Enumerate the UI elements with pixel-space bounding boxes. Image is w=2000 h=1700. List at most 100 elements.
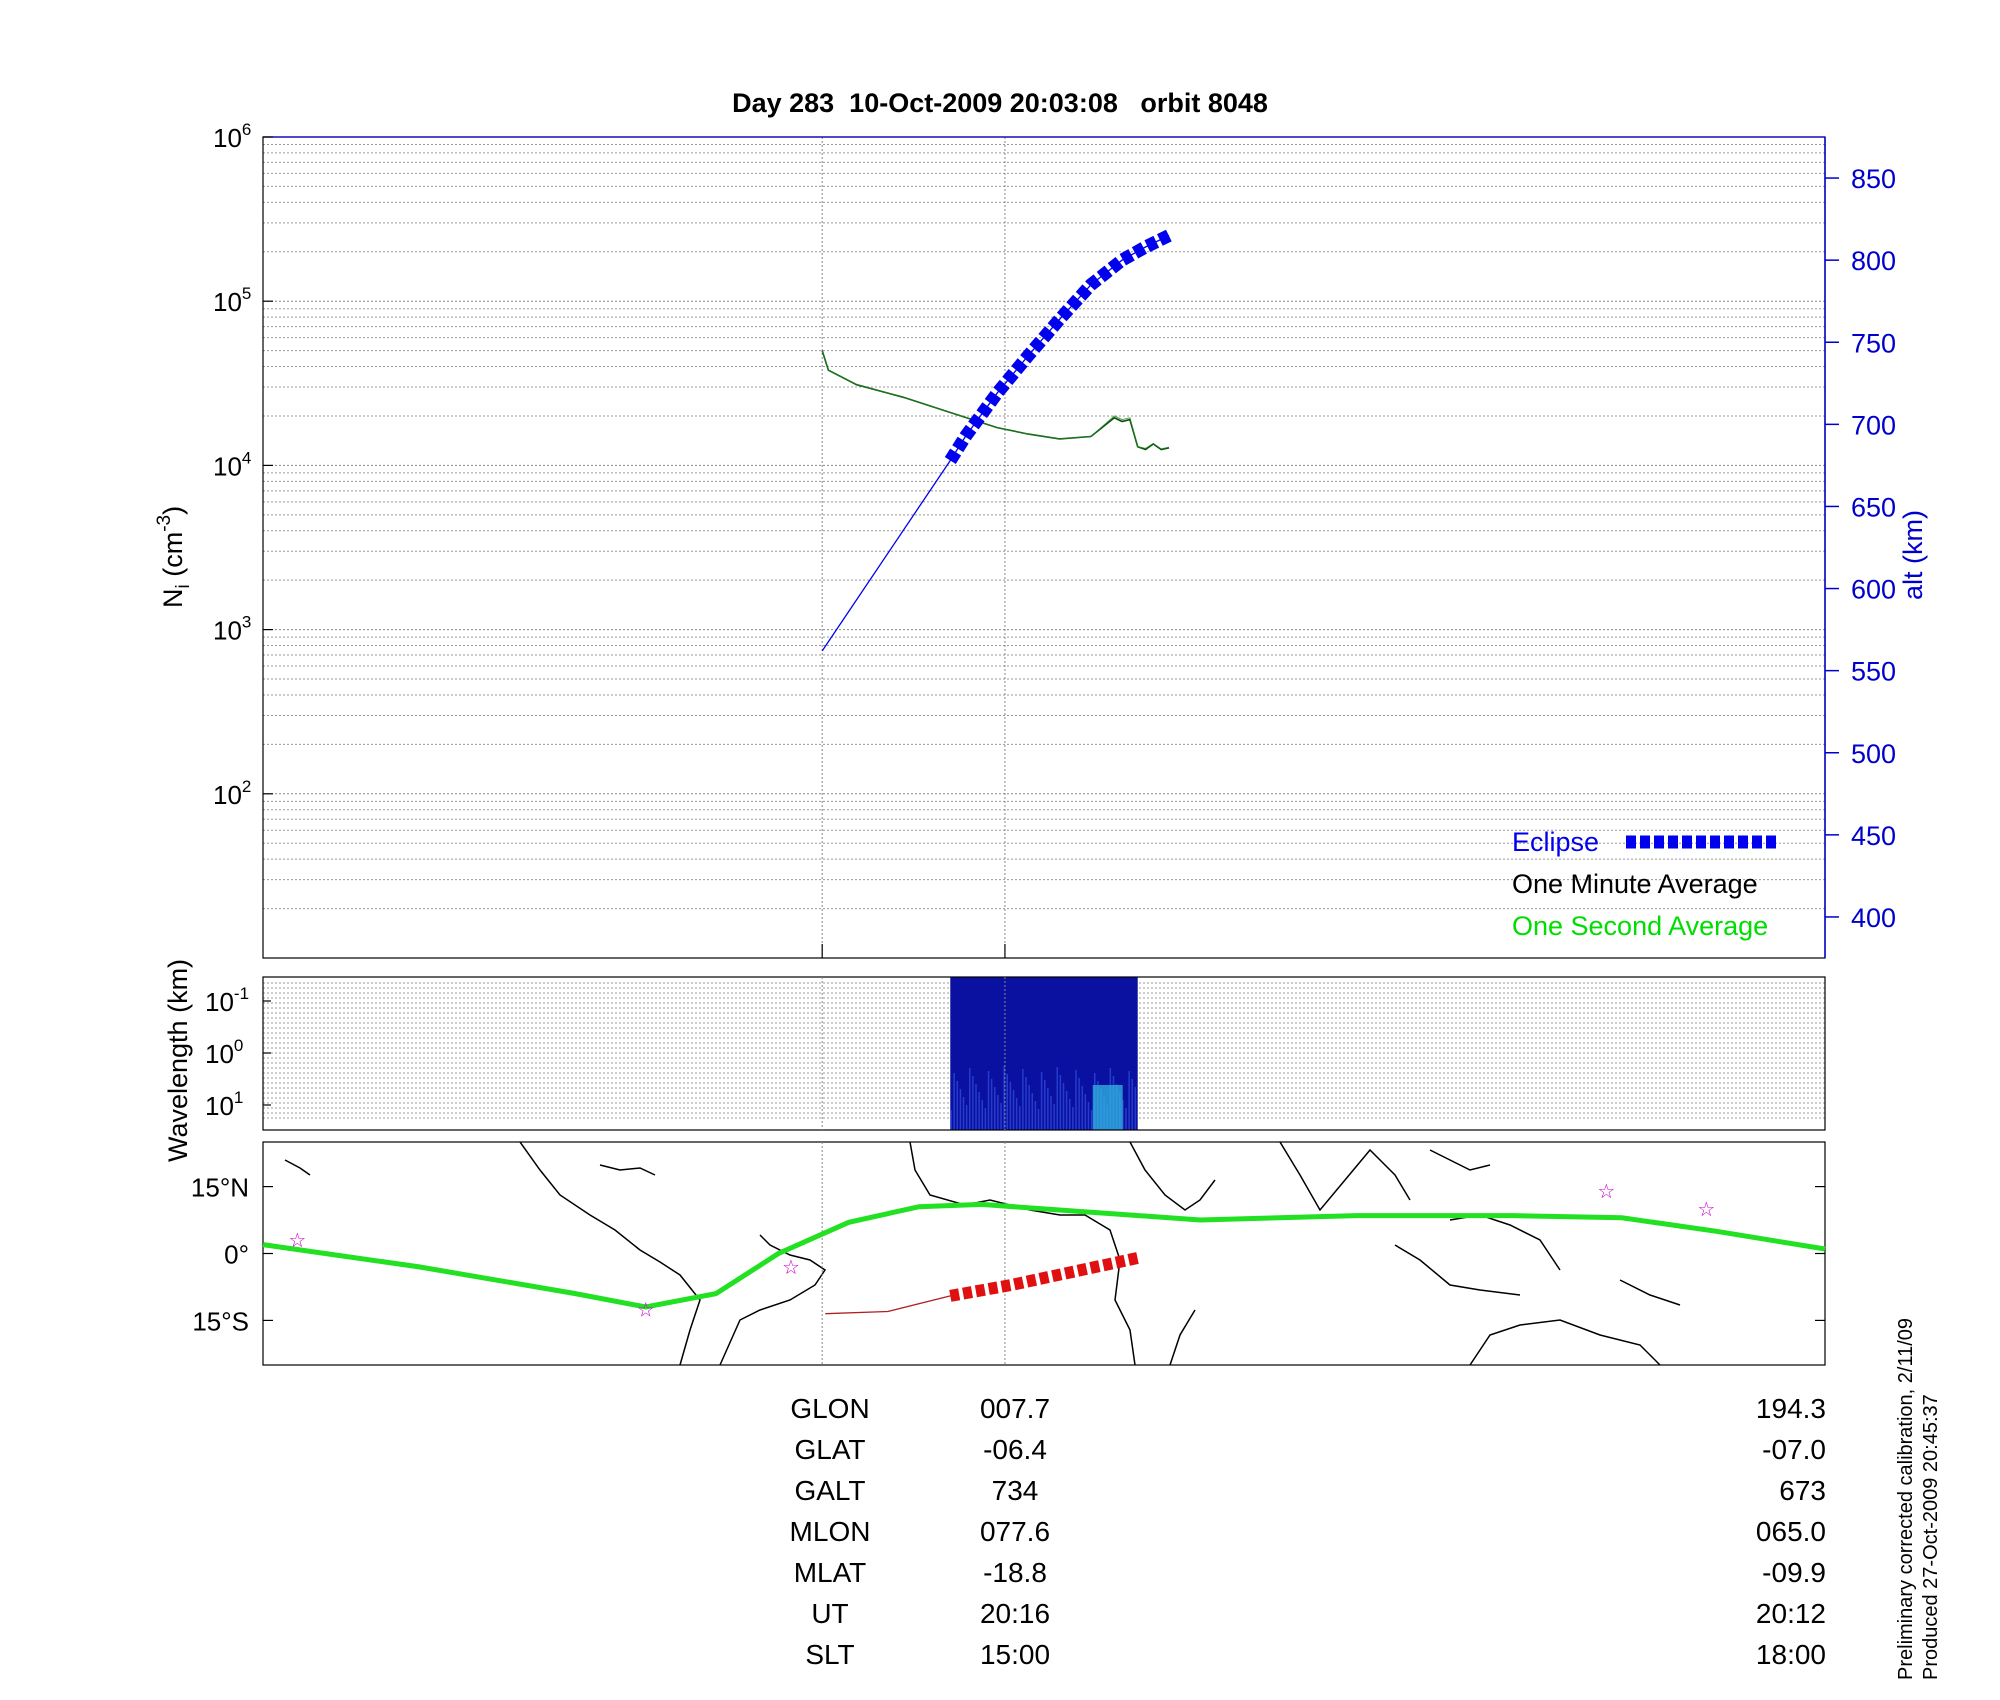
spectrogram-streak <box>1131 1079 1133 1130</box>
y-axis-label: Ni (cm-3) <box>154 506 194 608</box>
spectrogram-streak <box>1000 1103 1002 1130</box>
coastline <box>1619 1279 1681 1306</box>
spectrogram-streak <box>990 1079 993 1130</box>
spectrogram-streak <box>1122 1100 1124 1130</box>
spectrogram-streak <box>984 1108 987 1130</box>
coastline <box>719 1234 827 1366</box>
spectrogram-streak <box>1068 1099 1071 1130</box>
coastline <box>284 1159 311 1176</box>
legend-eclipse-label: Eclipse <box>1512 827 1599 857</box>
table-row-start-value: -06.4 <box>983 1434 1047 1465</box>
coastline <box>1429 1149 1491 1171</box>
footnote-calibration: Preliminary corrected calibration, 2/11/… <box>1895 1317 1917 1680</box>
series-eclipse <box>944 229 1172 464</box>
y2-tick-label: 450 <box>1851 821 1896 851</box>
spectrogram-streak <box>987 1071 990 1130</box>
spectrogram-streak <box>1012 1090 1015 1130</box>
spectrogram-streak <box>1015 1098 1018 1130</box>
spectrogram-streak <box>1078 1078 1080 1130</box>
table-row-label: GALT <box>794 1475 866 1506</box>
svg-text:Wavelength (km): Wavelength (km) <box>163 959 193 1162</box>
spectrogram-y-tick-label: 101 <box>205 1088 243 1121</box>
spectrogram-streak <box>981 1100 984 1130</box>
spectrogram-streak <box>1081 1086 1083 1130</box>
spectrogram-streak <box>997 1095 999 1130</box>
table-row-start-value: 007.7 <box>979 1393 1051 1424</box>
table-row-start-value: 734 <box>991 1475 1039 1506</box>
table-row-label: SLT <box>805 1639 855 1670</box>
map-star-marker: ☆ <box>1597 1181 1615 1203</box>
spectrogram-streak <box>1003 1066 1005 1130</box>
spectrogram-streak <box>978 1092 980 1130</box>
y2-tick-label: 850 <box>1851 164 1896 194</box>
map-orbit-track <box>262 1201 1826 1310</box>
spectrogram-streak <box>1059 1075 1062 1130</box>
spectrogram-streak <box>1050 1096 1052 1130</box>
spectrogram-streak <box>1025 1077 1027 1130</box>
table-row-end-value: -09.9 <box>1762 1557 1826 1588</box>
spectrogram-streak <box>1075 1070 1077 1130</box>
map-star-marker: ☆ <box>782 1257 800 1279</box>
table-row-label: MLON <box>789 1516 871 1547</box>
y-tick-label: 105 <box>213 284 251 317</box>
spectrogram-streak <box>1040 1072 1043 1130</box>
map-pass-line <box>825 1295 951 1315</box>
coastline <box>909 1141 1136 1366</box>
y-tick-label: 106 <box>213 120 251 153</box>
table-row-end-value: 20:12 <box>1755 1598 1826 1629</box>
spectrogram-streak <box>1125 1108 1127 1130</box>
series-one-second-average <box>821 350 1170 450</box>
map-y-tick-label: 0° <box>224 1240 249 1270</box>
spectrogram-streak <box>1090 1110 1093 1130</box>
spectrogram-streak <box>1034 1101 1037 1130</box>
y2-tick-label: 750 <box>1851 328 1896 358</box>
coastline <box>1279 1141 1411 1212</box>
spectrogram-highlight <box>1092 1085 1123 1130</box>
table-row-start-value: -18.8 <box>983 1557 1047 1588</box>
spectrogram-streak <box>965 1105 968 1130</box>
table-row-end-value: 065.0 <box>1755 1516 1826 1547</box>
table-row-end-value: 18:00 <box>1755 1639 1826 1670</box>
spectrogram-streak <box>1062 1083 1065 1130</box>
spectrogram-streak <box>1087 1102 1090 1130</box>
map-y-tick-label: 15°S <box>192 1306 249 1336</box>
table-row-end-value: 673 <box>1779 1475 1826 1506</box>
spectrogram-streak <box>972 1076 974 1130</box>
spectrogram-streak <box>1128 1071 1130 1130</box>
y2-tick-label: 800 <box>1851 246 1896 276</box>
spectrogram-streak <box>1044 1080 1046 1130</box>
table-row-start-value: 20:16 <box>979 1598 1051 1629</box>
y-tick-label: 102 <box>213 777 251 810</box>
spectrogram-streak <box>1084 1094 1087 1130</box>
spectrogram-streak <box>956 1081 959 1130</box>
spectrogram-streak <box>975 1084 977 1130</box>
y2-tick-label: 550 <box>1851 657 1896 687</box>
spectrogram-streak <box>1006 1074 1009 1130</box>
spectrogram-y-axis-label: Wavelength (km) <box>163 959 193 1162</box>
table-row-label: GLAT <box>794 1434 866 1465</box>
spectrogram-streak <box>1037 1109 1040 1130</box>
coastline <box>1129 1141 1216 1211</box>
legend-one-second-label: One Second Average <box>1512 911 1768 941</box>
coastline <box>1449 1214 1561 1271</box>
chart-title: Day 283 10-Oct-2009 20:03:08 orbit 8048 <box>732 88 1268 118</box>
spectrogram-streak <box>1065 1091 1068 1130</box>
y2-tick-label: 500 <box>1851 739 1896 769</box>
table-row-start-value: 15:00 <box>979 1639 1051 1670</box>
coastline <box>1394 1244 1521 1296</box>
y2-tick-label: 650 <box>1851 492 1896 522</box>
spectrogram-streak <box>1028 1085 1030 1130</box>
coastline <box>1169 1309 1196 1366</box>
map-star-marker: ☆ <box>1697 1199 1715 1221</box>
spectrogram-streak <box>953 1073 955 1130</box>
map-eclipse-segment <box>949 1252 1139 1302</box>
map-star-marker: ☆ <box>288 1230 306 1252</box>
svg-text:Ni (cm-3): Ni (cm-3) <box>154 506 194 608</box>
y2-tick-label: 700 <box>1851 410 1896 440</box>
map-star-marker: ☆ <box>637 1299 655 1321</box>
spectrogram-streak <box>1047 1088 1049 1130</box>
spectrogram-streak <box>1072 1107 1074 1130</box>
spectrogram-streak <box>1009 1082 1012 1130</box>
table-row-end-value: -07.0 <box>1762 1434 1826 1465</box>
